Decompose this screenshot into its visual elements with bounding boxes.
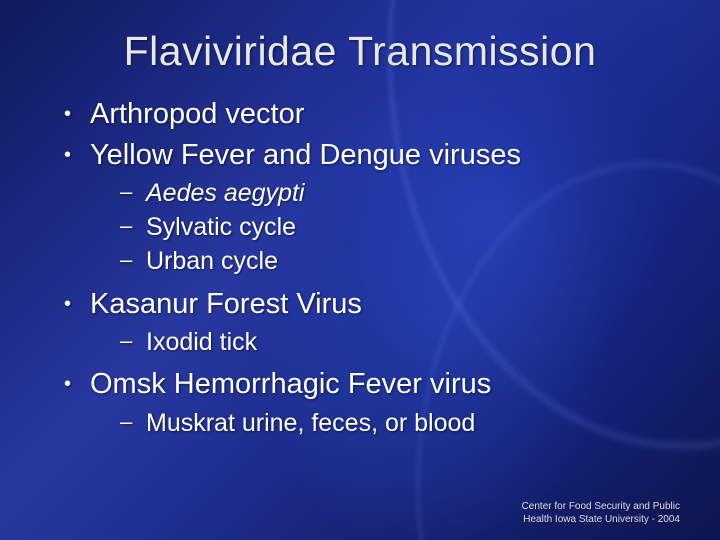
sub-bullet-item: Urban cycle	[90, 245, 664, 279]
bullet-item: Yellow Fever and Dengue viruses Aedes ae…	[60, 136, 664, 278]
slide: Flaviviridae Transmission Arthropod vect…	[0, 0, 720, 540]
bullet-list: Arthropod vector Yellow Fever and Dengue…	[60, 95, 664, 440]
bullet-text: Kasanur Forest Virus	[90, 288, 362, 320]
bullet-text: Yellow Fever and Dengue viruses	[90, 139, 521, 171]
bullet-item: Kasanur Forest Virus Ixodid tick	[60, 285, 664, 360]
bullet-item: Arthropod vector	[60, 95, 664, 134]
sub-bullet-list: Muskrat urine, feces, or blood	[90, 407, 664, 441]
sub-bullet-text: Ixodid tick	[146, 328, 257, 356]
sub-bullet-text: Muskrat urine, feces, or blood	[146, 409, 475, 437]
sub-bullet-item: Ixodid tick	[90, 326, 664, 360]
sub-bullet-item: Muskrat urine, feces, or blood	[90, 407, 664, 441]
sub-bullet-text: Urban cycle	[146, 247, 278, 275]
sub-bullet-text: Sylvatic cycle	[146, 213, 296, 241]
slide-title: Flaviviridae Transmission	[56, 28, 664, 75]
slide-footer: Center for Food Security and Public Heal…	[522, 501, 680, 526]
sub-bullet-list: Ixodid tick	[90, 326, 664, 360]
sub-bullet-list: Aedes aegypti Sylvatic cycle Urban cycle	[90, 177, 664, 278]
footer-line-2: Health Iowa State University - 2004	[522, 514, 680, 527]
sub-bullet-item: Sylvatic cycle	[90, 211, 664, 245]
sub-bullet-italic: Aedes aegypti	[146, 179, 304, 207]
bullet-text: Arthropod vector	[90, 98, 304, 130]
bullet-item: Omsk Hemorrhagic Fever virus Muskrat uri…	[60, 365, 664, 440]
bullet-text: Omsk Hemorrhagic Fever virus	[90, 368, 491, 400]
slide-content: Arthropod vector Yellow Fever and Dengue…	[60, 95, 664, 440]
footer-line-1: Center for Food Security and Public	[522, 501, 680, 514]
sub-bullet-item: Aedes aegypti	[90, 177, 664, 211]
